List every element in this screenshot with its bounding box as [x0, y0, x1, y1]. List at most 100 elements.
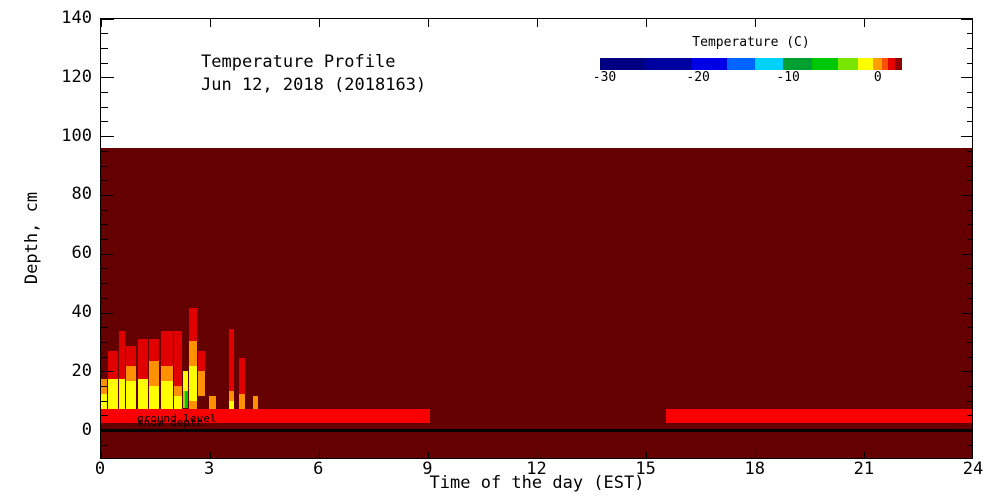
y-minor-tick-left: [101, 47, 108, 49]
plume-column-segment: [149, 385, 159, 409]
plume-column-segment: [174, 330, 183, 386]
plume-column-segment: [182, 370, 186, 391]
plume-column-segment: [107, 350, 119, 379]
x-tick-label: 15: [635, 459, 656, 479]
y-minor-tick-left: [101, 386, 108, 387]
y-tick-right: [961, 253, 972, 255]
plume-column-segment: [229, 390, 234, 401]
colorbar-gradient: [600, 58, 902, 70]
y-minor-tick-right: [967, 327, 972, 329]
plume-column-segment: [126, 365, 136, 381]
plume-column-segment: [253, 395, 258, 411]
colorbar-segment: [727, 58, 755, 70]
plume-column-segment: [239, 393, 245, 411]
plume-column-segment: [126, 380, 136, 411]
x-tick-top: [209, 19, 211, 27]
y-minor-tick-left: [101, 180, 108, 182]
plume-column-segment: [138, 378, 148, 409]
ground-level-line: [101, 429, 972, 433]
y-minor-tick-right: [967, 92, 972, 93]
plume-column-segment: [138, 338, 148, 379]
colorbar-tick-label: 0: [873, 70, 882, 85]
y-minor-tick-right: [967, 283, 972, 285]
y-minor-tick-right: [967, 106, 972, 108]
y-minor-tick-right: [967, 341, 972, 343]
y-tick-left: [101, 312, 114, 314]
colorbar-segment: [754, 58, 783, 70]
ground-level-label: ground level: [137, 412, 217, 425]
x-tick-bottom: [318, 452, 320, 458]
plume-column-segment: [197, 350, 206, 371]
y-tick-right: [961, 430, 972, 432]
y-tick-left: [101, 371, 114, 373]
plume-column-segment: [185, 370, 188, 391]
x-tick-label: 6: [313, 459, 324, 479]
x-tick-label: 24: [962, 459, 984, 479]
colorbar-tick-label: -20: [686, 70, 710, 85]
y-minor-tick-left: [101, 209, 108, 211]
y-minor-tick-left: [101, 297, 108, 299]
x-tick-label: 3: [204, 459, 215, 479]
y-tick-left: [101, 194, 114, 196]
x-tick-top: [101, 19, 102, 27]
y-tick-label: 100: [61, 125, 92, 146]
y-minor-tick-left: [101, 224, 108, 226]
y-minor-tick-left: [101, 341, 108, 343]
plot-area: Temperature Profile Jun 12, 2018 (201816…: [100, 18, 973, 459]
plume-column-segment: [189, 365, 198, 401]
x-tick-bottom: [537, 452, 538, 458]
x-tick-bottom: [646, 452, 648, 458]
x-tick-bottom: [209, 452, 211, 458]
y-minor-tick-right: [967, 400, 972, 402]
plume-column-segment: [239, 357, 245, 394]
x-tick-label: 9: [422, 459, 433, 479]
y-tick-label: 60: [71, 243, 92, 264]
y-minor-tick-left: [101, 268, 108, 270]
plume-column-segment: [185, 390, 188, 408]
chart-title: Temperature Profile: [201, 52, 396, 72]
plume-column-segment: [118, 330, 125, 379]
colorbar-segment: [837, 58, 858, 70]
colorbar-tick-label: -10: [776, 70, 800, 85]
y-minor-tick-left: [101, 400, 108, 402]
y-tick-left: [101, 430, 114, 432]
plume-column-segment: [229, 328, 234, 391]
y-tick-left: [101, 136, 114, 138]
y-minor-tick-left: [101, 165, 108, 167]
y-minor-tick-left: [101, 106, 108, 108]
colorbar-segment: [782, 58, 812, 70]
x-tick-label: 0: [94, 459, 106, 479]
x-tick-bottom: [427, 452, 429, 458]
x-axis-title: Time of the day (EST): [429, 473, 645, 493]
plume-column-segment: [229, 400, 234, 409]
y-tick-left: [101, 253, 114, 255]
y-tick-right: [961, 312, 972, 314]
y-axis-title: Depth, cm: [22, 191, 42, 285]
y-minor-tick-right: [967, 415, 972, 417]
y-minor-tick-right: [967, 33, 972, 35]
y-minor-tick-right: [967, 268, 972, 270]
y-minor-tick-right: [967, 121, 972, 123]
chart-subtitle: Jun 12, 2018 (2018163): [201, 75, 427, 95]
plume-column-segment: [174, 385, 183, 396]
colorbar-segment: [692, 58, 728, 70]
plume-column-segment: [174, 395, 183, 409]
y-minor-tick-right: [967, 62, 972, 64]
y-tick-label: 0: [81, 419, 92, 440]
plot-layers: [101, 19, 972, 458]
y-tick-label: 140: [61, 8, 92, 28]
x-tick-label: 12: [526, 459, 547, 479]
colorbar-tick-label: -30: [592, 70, 617, 85]
y-minor-tick-right: [967, 444, 972, 446]
y-minor-tick-right: [967, 209, 972, 211]
x-tick-top: [755, 19, 757, 27]
x-tick-bottom: [101, 452, 102, 458]
y-tick-label: 20: [71, 360, 92, 381]
y-minor-tick-left: [101, 239, 108, 240]
soil-region: [101, 148, 972, 458]
plume-column-segment: [101, 393, 108, 411]
y-minor-tick-right: [967, 180, 972, 182]
y-minor-tick-left: [101, 444, 108, 446]
y-minor-tick-left: [101, 33, 108, 35]
